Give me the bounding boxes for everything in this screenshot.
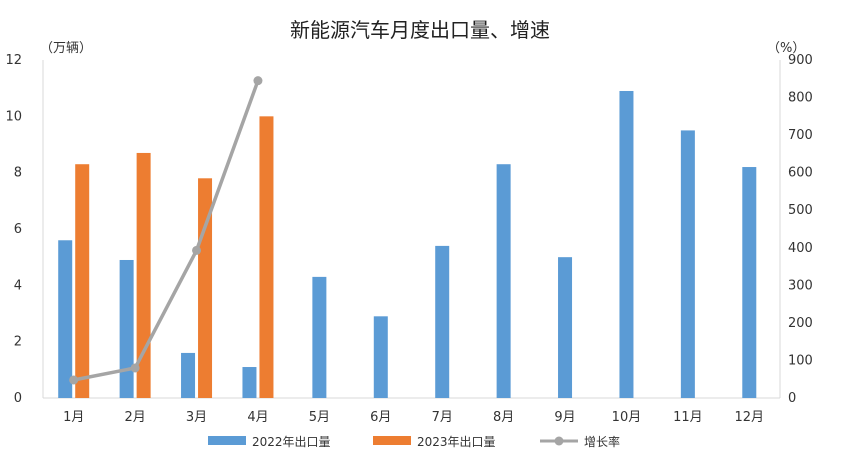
growth-rate-line — [73, 80, 260, 382]
y-right-tick-label: 200 — [788, 316, 813, 331]
y-right-tick-label: 0 — [788, 391, 796, 406]
legend-label: 2022年出口量 — [252, 435, 331, 449]
y-left-tick-labels: 0 2 4 6 8 10 12 — [5, 53, 22, 406]
x-tick-label: 1月 — [63, 410, 84, 425]
bar-2022 — [619, 90, 634, 398]
y-left-tick-label: 10 — [5, 109, 22, 124]
y-right-tick-label: 400 — [788, 241, 813, 256]
x-tick-label: 11月 — [673, 410, 703, 425]
x-tick-label: 3月 — [186, 410, 207, 425]
x-tick-label: 9月 — [554, 410, 575, 425]
legend-swatch-marker — [554, 436, 564, 446]
x-tick-label: 12月 — [735, 410, 765, 425]
bar-2022 — [312, 276, 327, 398]
bar-2023 — [259, 116, 274, 398]
bar-2022 — [496, 164, 511, 398]
y-right-tick-label: 600 — [788, 166, 813, 181]
x-tick-label: 7月 — [432, 410, 453, 425]
chart-title: 新能源汽车月度出口量、增速 — [290, 18, 550, 42]
legend-label: 增长率 — [584, 434, 620, 449]
growth-rate-point — [130, 363, 140, 373]
bar-2022 — [558, 257, 573, 398]
y-left-tick-label: 2 — [14, 335, 22, 350]
growth-rate-point — [253, 76, 263, 86]
y-left-tick-label: 0 — [14, 391, 22, 406]
y-left-tick-label: 12 — [5, 53, 22, 68]
growth-rate-point — [192, 245, 202, 255]
bar-2022 — [58, 240, 73, 398]
bar-2023 — [136, 152, 151, 398]
y-right-tick-label: 300 — [788, 278, 813, 293]
bar-2022 — [435, 245, 450, 398]
legend: 2022年出口量 2023年出口量 增长率 — [208, 434, 620, 449]
bar-2022 — [373, 316, 388, 398]
legend-label: 2023年出口量 — [417, 435, 496, 449]
bar-2022 — [742, 167, 757, 398]
y-right-tick-labels: 0 100 200 300 400 500 600 700 800 900 — [788, 53, 813, 406]
bar-2022 — [119, 259, 134, 398]
bars — [58, 90, 757, 398]
growth-rate-point — [69, 375, 79, 385]
y-right-tick-label: 500 — [788, 203, 813, 218]
y-right-tick-label: 800 — [788, 91, 813, 106]
bar-2023 — [75, 164, 90, 398]
y-left-tick-label: 4 — [14, 278, 22, 293]
y-left-unit: （万辆） — [40, 41, 92, 56]
x-tick-label: 2月 — [124, 410, 145, 425]
x-tick-labels: 1月 2月 3月 4月 5月 6月 7月 8月 9月 10月 11月 12月 — [63, 410, 764, 425]
x-tick-label: 8月 — [493, 410, 514, 425]
y-left-tick-label: 6 — [14, 222, 22, 237]
y-left-tick-label: 8 — [14, 166, 22, 181]
x-tick-label: 10月 — [612, 410, 642, 425]
y-right-tick-label: 700 — [788, 128, 813, 143]
bar-2022 — [181, 352, 196, 398]
y-right-tick-label: 100 — [788, 353, 813, 368]
legend-swatch — [373, 436, 411, 445]
bar-2022 — [680, 130, 695, 398]
x-tick-label: 5月 — [309, 410, 330, 425]
y-right-tick-label: 900 — [788, 53, 813, 68]
x-tick-label: 6月 — [370, 410, 391, 425]
growth-line — [69, 76, 263, 385]
legend-swatch — [208, 436, 246, 445]
x-tick-label: 4月 — [247, 410, 268, 425]
y-right-unit: （%） — [767, 41, 805, 56]
bar-2022 — [242, 367, 257, 398]
